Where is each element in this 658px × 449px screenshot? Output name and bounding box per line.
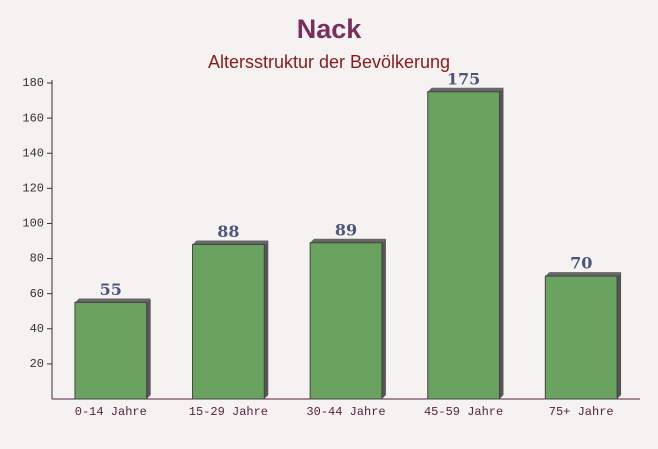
value-label: 89 [335, 220, 357, 239]
x-tick-label: 30-44 Jahre [306, 405, 385, 419]
x-tick-label: 15-29 Jahre [189, 405, 268, 419]
bar-shadow [381, 238, 386, 399]
y-tick-label: 140 [22, 146, 44, 160]
chart-subtitle: Altersstruktur der Bevölkerung [208, 52, 450, 72]
y-tick-label: 100 [22, 217, 44, 231]
bar-top [74, 298, 151, 303]
y-tick-label: 80 [30, 252, 44, 266]
y-tick-label: 60 [30, 287, 44, 301]
bar-shadow [264, 240, 269, 399]
bar-shadow [617, 272, 622, 399]
x-tick-label: 0-14 Jahre [75, 405, 147, 419]
bar [74, 301, 148, 400]
value-label: 70 [570, 254, 592, 273]
bar-top [192, 240, 269, 245]
value-label: 175 [447, 69, 480, 88]
bar-top [427, 87, 504, 92]
bar-shadow [499, 87, 504, 400]
x-tick-label: 45-59 Jahre [424, 405, 503, 419]
y-tick-label: 160 [22, 111, 44, 125]
bar [309, 242, 383, 400]
bar-top [310, 238, 386, 243]
value-label: 88 [217, 222, 239, 241]
bar-top [545, 272, 622, 277]
bar-shadow [146, 298, 151, 399]
y-tick-label: 180 [22, 76, 44, 90]
y-tick-label: 20 [30, 357, 44, 371]
y-tick-label: 40 [30, 322, 44, 336]
chart-title: Nack [297, 14, 363, 44]
bar [192, 244, 265, 400]
bar [427, 91, 500, 400]
x-tick-label: 75+ Jahre [549, 405, 614, 419]
y-tick-label: 120 [22, 182, 44, 196]
bar [544, 275, 618, 400]
value-label: 55 [100, 280, 122, 299]
